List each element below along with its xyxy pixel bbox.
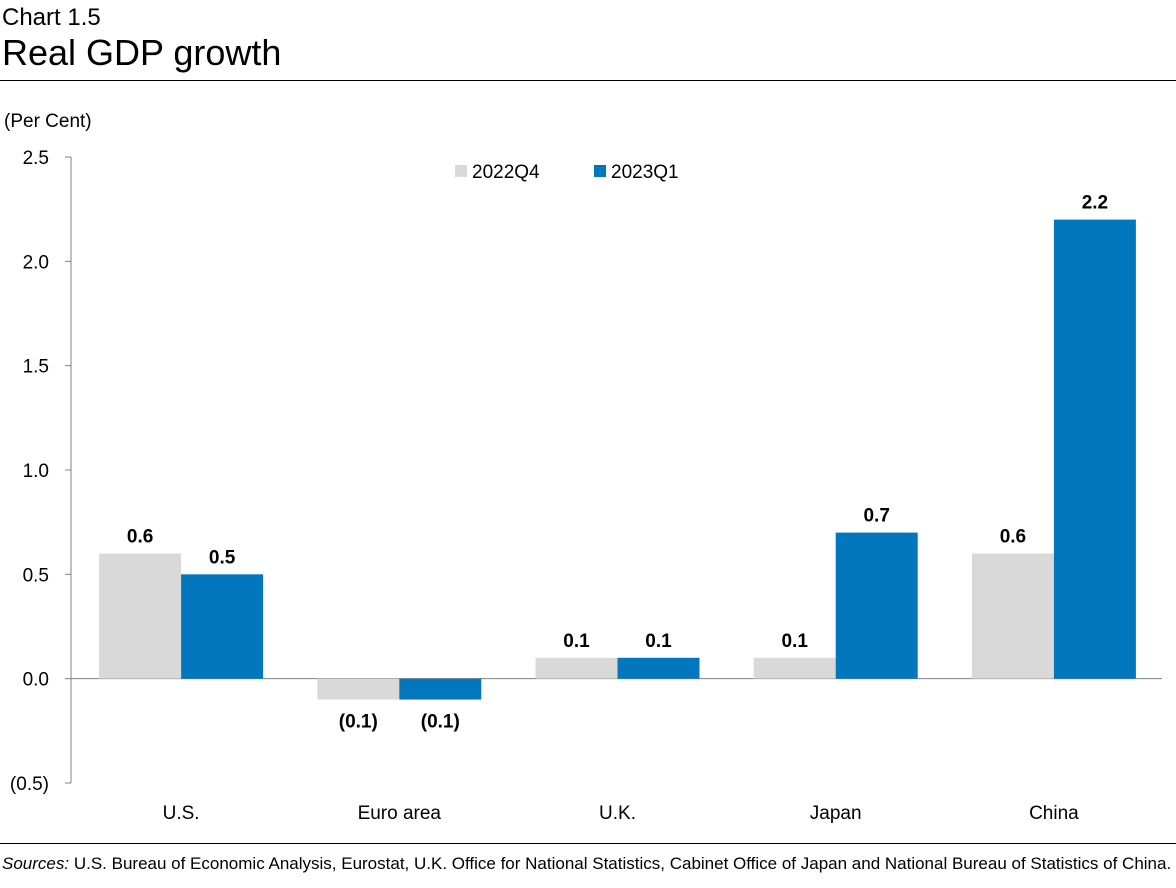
y-tick-label: 0.5: [23, 565, 49, 586]
page-title: Real GDP growth: [2, 32, 282, 73]
legend-swatch: [594, 165, 606, 177]
y-tick-label: 0.0: [23, 670, 49, 691]
bar-2023q1: [181, 574, 264, 679]
data-label: 0.7: [863, 506, 889, 527]
data-label: 0.6: [1000, 526, 1026, 547]
sources-note: Sources: U.S. Bureau of Economic Analysi…: [2, 854, 1171, 874]
bar-2023q1: [399, 678, 482, 700]
data-label: 0.6: [127, 526, 153, 547]
footer-divider: [0, 843, 1176, 844]
y-tick-label: (0.5): [10, 774, 49, 795]
legend-label: 2023Q1: [611, 162, 679, 183]
sources-label: Sources:: [2, 854, 70, 873]
bar-2022q4: [753, 657, 836, 679]
bar-2022q4: [317, 678, 400, 700]
legend-swatch: [455, 165, 467, 177]
category-label: U.K.: [599, 803, 636, 824]
category-label: China: [1029, 803, 1079, 824]
data-label: 0.1: [781, 631, 808, 652]
y-tick-label: 2.5: [23, 148, 49, 169]
category-label: Euro area: [358, 803, 442, 824]
data-label: (0.1): [339, 712, 378, 733]
y-tick-label: 1.5: [23, 357, 49, 378]
bar-2023q1: [1053, 219, 1136, 679]
bar-2023q1: [617, 657, 700, 679]
category-label: U.S.: [163, 803, 200, 824]
category-label: Japan: [810, 803, 862, 824]
bar-2022q4: [99, 553, 182, 679]
chart-number: Chart 1.5: [2, 4, 101, 31]
y-tick-label: 1.0: [23, 461, 49, 482]
legend-label: 2022Q4: [472, 162, 540, 183]
title-divider: [0, 80, 1176, 81]
y-tick-label: 2.0: [23, 252, 49, 273]
data-label: 0.1: [645, 631, 672, 652]
data-label: 0.1: [563, 631, 590, 652]
bar-2023q1: [835, 532, 918, 679]
data-label: 0.5: [209, 547, 236, 568]
bar-2022q4: [971, 553, 1054, 679]
bar-2022q4: [535, 657, 618, 679]
bar-chart: (Per Cent) 2.5 2.0 1.5 1.0 0.5 0.0 (0.5) 0.6 0.5 U…: [4, 111, 1162, 824]
y-axis-label: (Per Cent): [4, 111, 92, 132]
sources-text: U.S. Bureau of Economic Analysis, Eurost…: [73, 854, 1172, 873]
data-label: 2.2: [1082, 193, 1108, 214]
data-label: (0.1): [421, 712, 460, 733]
